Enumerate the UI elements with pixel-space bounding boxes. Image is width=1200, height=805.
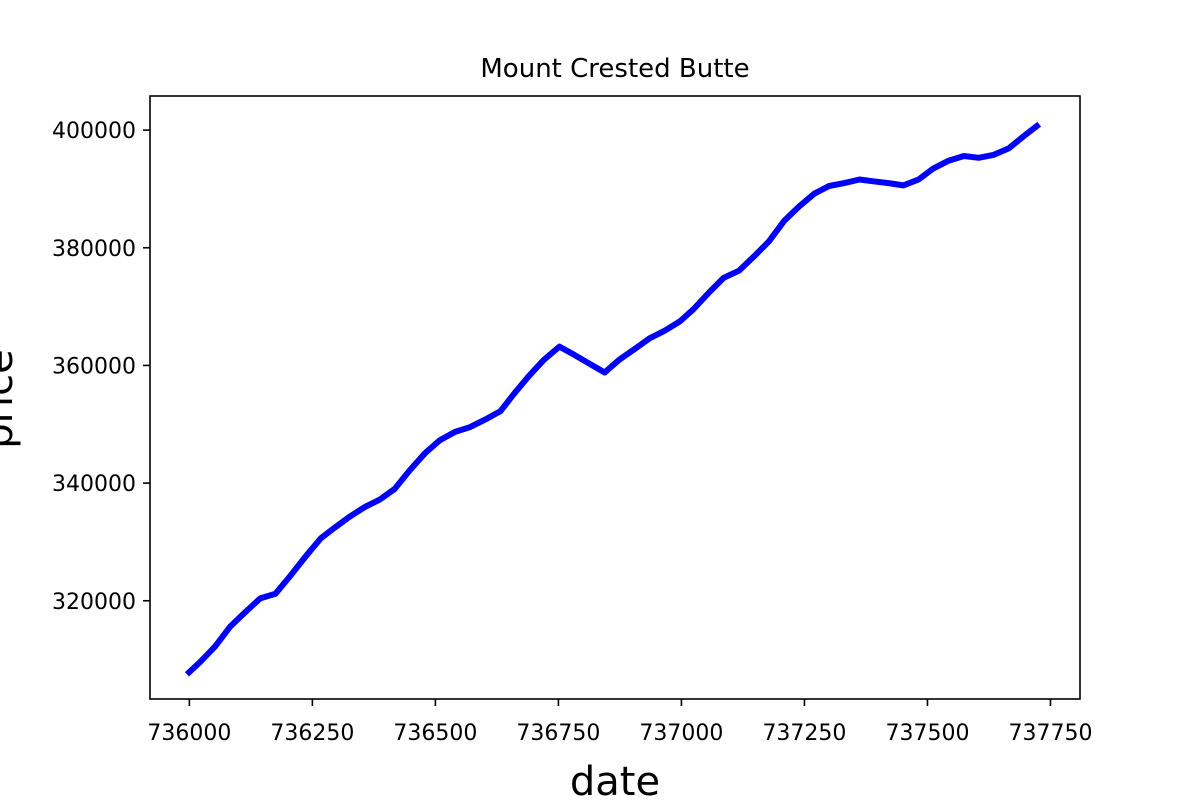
y-axis-ticks: 320000 340000 360000 380000 400000 xyxy=(52,119,150,615)
x-axis-label: date xyxy=(570,759,660,800)
y-tick-label: 400000 xyxy=(52,119,136,144)
plot-area-frame xyxy=(149,95,1081,700)
chart-title: Mount Crested Butte xyxy=(480,54,749,84)
x-tick-label: 736500 xyxy=(393,721,477,746)
y-tick-label: 320000 xyxy=(52,590,136,615)
x-axis-ticks: 736000 736250 736500 736750 737000 737250 7375… xyxy=(147,699,1092,746)
x-tick-label: 736000 xyxy=(147,721,231,746)
price-series-line xyxy=(184,121,1042,677)
y-axis-label: price xyxy=(0,349,22,449)
x-tick-label: 737250 xyxy=(762,721,846,746)
y-tick-label: 340000 xyxy=(52,472,136,497)
x-tick-label: 736250 xyxy=(270,721,354,746)
x-tick-label: 737750 xyxy=(1008,721,1092,746)
x-tick-label: 737500 xyxy=(885,721,969,746)
y-tick-label: 360000 xyxy=(52,354,136,379)
y-tick-label: 380000 xyxy=(52,237,136,262)
x-tick-label: 736750 xyxy=(516,721,600,746)
x-tick-label: 737000 xyxy=(639,721,723,746)
series-layer xyxy=(184,121,1042,677)
